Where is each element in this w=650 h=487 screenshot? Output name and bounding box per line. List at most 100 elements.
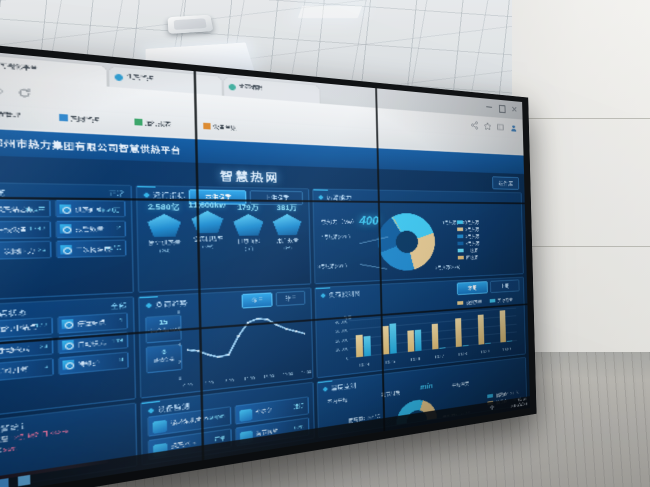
x-axis-tick: 0:00 [183, 382, 193, 389]
bar-group[interactable] [381, 317, 398, 355]
list-item[interactable]: 手动模式 23 [0, 337, 54, 362]
list-item[interactable]: 在线设备 1742 [0, 220, 52, 239]
trend-metric-peak[interactable]: 6 峰值负荷 [145, 343, 183, 374]
share-icon[interactable] [470, 121, 478, 130]
bar[interactable] [364, 335, 372, 357]
favorite-icon[interactable] [483, 122, 491, 131]
tab-favicon-icon [228, 83, 236, 91]
line-series [186, 304, 306, 377]
card-title: 总览 [0, 190, 6, 199]
line-plot[interactable]: 0 2 4 6 8 0:00 4:00 8:00 12:00 16:00 20:00 24:00 [177, 304, 311, 388]
browser-icon[interactable] [17, 474, 31, 487]
capacity-value: 400 [359, 214, 379, 228]
maximize-button[interactable] [498, 104, 505, 112]
donut-leader-line [360, 263, 388, 270]
component-library-button[interactable]: 组件库 [492, 176, 520, 190]
device-tile[interactable]: 循环泵机组 A 1760rpm [147, 406, 232, 437]
list-item[interactable]: 一次网压力 1.26 [0, 240, 52, 261]
list-item[interactable]: 运行中站点 172 [0, 316, 54, 340]
bar[interactable] [431, 323, 439, 350]
bar[interactable] [355, 335, 364, 358]
list-item[interactable]: 通讯中断 5 [0, 357, 55, 383]
device-tile[interactable]: 换热器 B 正常 [147, 428, 232, 461]
kpi-item[interactable]: 2,580亿 累计供热量 (GJ) [148, 203, 181, 254]
clock-date: 2023/9/20 [510, 402, 528, 410]
y-axis-tick: 4 [178, 343, 181, 348]
kpi-item[interactable]: 179万 供热面积 (㎡) [230, 202, 266, 252]
y-axis-tick: 6 [178, 327, 181, 332]
bar-group[interactable] [407, 316, 422, 352]
list-item[interactable]: 自动模式 149 [57, 331, 129, 355]
y-axis-tick: 30,000 [335, 327, 348, 334]
browser-tab-title: 组态编辑 [239, 83, 263, 92]
list-item[interactable]: 换热站总数 186座 [0, 199, 52, 218]
forward-icon[interactable] [0, 85, 8, 98]
explorer-icon[interactable] [0, 478, 9, 487]
bar[interactable] [462, 345, 469, 347]
bar[interactable] [389, 323, 398, 354]
forecast-period-toggle: 本周 上周 [456, 279, 520, 295]
device-tiles: 循环泵机组 A 1760rpm 补水泵 运行 换热器 B 正常 调节阀组 62% [147, 396, 310, 461]
card-title: 负荷预测图 [320, 288, 361, 299]
video-wall: 数据可视化平台 供热监控 组态编辑 [0, 40, 537, 487]
dashboard-grid: 总览 正常 换热站总数 186座 供热面积 3860万 在线设备 1742 报警数量 1… [0, 181, 528, 487]
bar-group[interactable] [477, 310, 492, 345]
bookmark-item[interactable]: 热网监控 [59, 113, 99, 124]
reload-icon[interactable] [17, 86, 32, 99]
minimize-button[interactable] [485, 103, 492, 111]
bookmark-item[interactable]: 工程管理 [0, 110, 21, 120]
right-wall [512, 0, 650, 420]
list-item[interactable]: 二次网温度 45℃ [55, 239, 127, 259]
x-axis-tick: 12:00 [243, 376, 255, 382]
bookmark-item[interactable]: 设备台账 [203, 122, 237, 132]
device-tile[interactable]: 调节阀组 62% [234, 417, 310, 447]
clock[interactable]: 15:31 2023/9/20 [510, 397, 528, 410]
list-item[interactable]: 供热面积 3860万 [54, 199, 126, 218]
bar-group[interactable] [431, 314, 446, 350]
capacity-label: 总热力（Mw） [320, 219, 358, 226]
browser-tab[interactable]: 组态编辑 [223, 77, 320, 104]
bar-group[interactable] [355, 319, 372, 358]
forecast-last-week-button[interactable]: 上周 [489, 279, 520, 293]
water-pump-icon [238, 408, 253, 422]
kpi-item[interactable]: 11,600kw 总装机功率 (kW) [188, 202, 226, 250]
bar[interactable] [485, 342, 492, 344]
close-button[interactable] [511, 105, 518, 113]
list-item[interactable]: 停运站点 14 [56, 312, 128, 334]
stations-list: 运行中站点 172 停运站点 14 手动模式 23 自动模式 149 通讯中断 5 待维护… [0, 312, 129, 412]
card-alarm: 报警统计 今日报警 12条 较昨日 -3.2% 处理率 96% [0, 402, 138, 487]
list-item[interactable]: 报警数量 12 [54, 219, 127, 238]
bar-group[interactable] [499, 309, 513, 343]
list-item[interactable]: 待维护 8 [57, 351, 129, 375]
bookmark-item[interactable]: 运行报表 [134, 118, 171, 128]
forecast-this-week-button[interactable]: 本周 [456, 280, 488, 295]
tab-favicon-icon [114, 73, 123, 82]
bar[interactable] [506, 340, 513, 342]
bar[interactable] [439, 347, 446, 349]
bar[interactable] [477, 314, 485, 345]
browser-tab[interactable]: 数据可视化平台 [0, 53, 107, 87]
bar[interactable] [499, 310, 506, 343]
trend-period-toggle: 今日 昨日 [241, 290, 306, 309]
collections-icon[interactable] [496, 123, 504, 132]
bar-group[interactable] [454, 312, 469, 348]
donut-chart[interactable] [376, 213, 436, 272]
ime-indicator[interactable]: 中 [489, 404, 496, 411]
bar[interactable] [407, 329, 415, 352]
donut-annotation: 3号热源(23%) [317, 263, 347, 270]
bar[interactable] [454, 318, 462, 348]
kpi-period-current[interactable]: 本供暖季 [188, 189, 247, 205]
profile-icon[interactable] [510, 124, 518, 133]
x-axis-tick: 10.25 [384, 358, 396, 365]
temp-unit: min [419, 381, 433, 392]
bar[interactable] [415, 329, 422, 352]
card-stations: 站点状态 全部 运行中站点 172 停运站点 14 手动模式 23 自动模式 149 通… [0, 296, 137, 419]
trend-today-button[interactable]: 今日 [241, 292, 273, 309]
legend-item[interactable]: 四热源 [457, 254, 518, 263]
kpi-item[interactable]: 381万 用户数量 (户) [270, 203, 304, 252]
device-tile[interactable]: 补水泵 运行 [234, 396, 310, 425]
browser-tab[interactable]: 供热监控 [109, 66, 222, 96]
trend-metric-current[interactable]: 15 当前负荷(MW) [145, 314, 182, 344]
